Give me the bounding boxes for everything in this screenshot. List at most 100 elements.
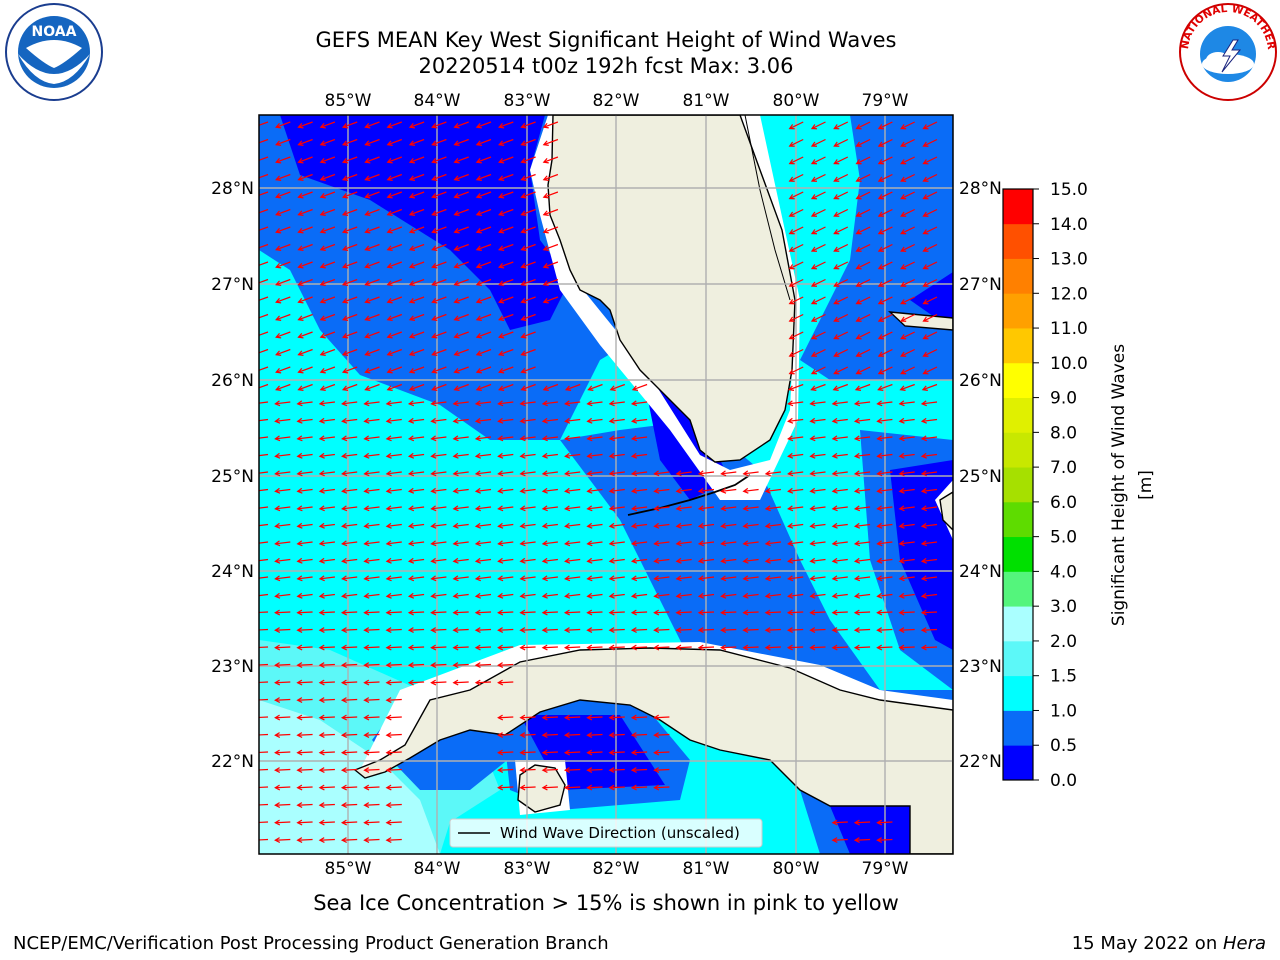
wind-wave-arrow	[587, 471, 603, 475]
wind-wave-arrow	[832, 488, 848, 492]
wind-wave-arrow-head	[920, 627, 927, 633]
wind-wave-arrow	[789, 173, 804, 182]
wind-wave-arrow-head	[341, 262, 349, 269]
wind-wave-arrow	[521, 331, 536, 338]
wind-wave-arrow-head	[386, 262, 393, 269]
wind-wave-arrow-head	[363, 662, 370, 668]
wind-wave-arrow	[856, 261, 871, 270]
wind-wave-arrow-head	[275, 350, 282, 356]
wind-wave-arrow-head	[385, 732, 392, 738]
wind-wave-arrow	[409, 471, 425, 475]
wind-wave-arrow	[878, 366, 893, 375]
wind-wave-arrow	[565, 488, 581, 492]
wind-wave-arrow-head	[453, 157, 460, 164]
colorbar-swatch	[1003, 189, 1033, 225]
wind-wave-arrow-head	[452, 575, 459, 582]
wind-wave-arrow-head	[254, 228, 259, 233]
wind-wave-arrow-head	[296, 417, 303, 424]
wind-wave-arrow-head	[453, 280, 460, 286]
wind-wave-arrow	[297, 681, 313, 684]
wind-wave-arrow-head	[274, 470, 281, 477]
wind-wave-arrow-head	[697, 487, 704, 494]
wind-wave-arrow	[319, 593, 335, 597]
wind-wave-arrow	[721, 593, 737, 597]
wind-wave-arrow	[609, 523, 625, 527]
wind-wave-arrow	[453, 541, 469, 545]
wind-wave-arrow-head	[853, 400, 861, 407]
wind-wave-arrow	[320, 261, 336, 268]
wind-wave-arrow-head	[453, 140, 460, 146]
wind-wave-arrow-head	[474, 540, 481, 547]
wind-wave-arrow-head	[899, 385, 906, 391]
wind-wave-arrow-head	[833, 316, 840, 322]
wind-wave-arrow-head	[407, 452, 415, 459]
wind-wave-arrow	[542, 611, 558, 614]
wind-wave-arrow	[387, 313, 403, 321]
wind-wave-arrow-head	[720, 609, 727, 616]
wind-wave-arrow	[342, 383, 358, 391]
wind-wave-arrow	[922, 383, 938, 391]
wind-wave-arrow	[431, 628, 447, 631]
wind-wave-arrow	[498, 558, 514, 562]
wind-wave-arrow-head	[254, 176, 259, 181]
wind-wave-arrow	[565, 733, 581, 736]
wind-wave-arrow	[676, 506, 692, 510]
wind-wave-arrow-head	[788, 369, 795, 375]
wind-wave-arrow-head	[833, 159, 840, 165]
wind-wave-arrow-head	[541, 505, 548, 512]
wind-wave-arrow	[832, 523, 848, 527]
wind-wave-arrow-head	[474, 575, 481, 582]
wind-wave-arrow-head	[297, 315, 304, 321]
wind-wave-arrow	[632, 383, 648, 391]
wind-wave-arrow-head	[653, 627, 660, 633]
wind-wave-arrow-head	[855, 334, 862, 340]
wind-wave-arrow	[298, 121, 313, 128]
wind-wave-arrow-head	[853, 505, 861, 512]
wind-wave-arrow-head	[542, 385, 549, 391]
wind-wave-arrow-head	[608, 644, 615, 651]
wind-wave-arrow-head	[586, 417, 593, 424]
wind-wave-arrow	[476, 261, 492, 268]
wind-wave-arrow-head	[630, 487, 638, 494]
wind-wave-arrow	[499, 243, 514, 251]
wind-wave-arrow	[788, 401, 804, 405]
wind-wave-arrow-head	[319, 192, 326, 199]
wind-wave-arrow-head	[274, 505, 281, 512]
wind-wave-arrow-head	[519, 644, 526, 651]
wind-wave-arrow-head	[833, 141, 840, 147]
wind-wave-arrow	[276, 261, 291, 268]
wind-wave-arrow-head	[541, 592, 548, 599]
wind-wave-arrow	[899, 593, 915, 597]
wind-wave-arrow-head	[764, 592, 771, 599]
wind-wave-arrow	[319, 576, 335, 580]
wind-wave-arrow	[320, 348, 336, 356]
wind-wave-arrow-head	[453, 227, 460, 234]
wind-wave-arrow	[765, 471, 781, 475]
map-legend: Wind Wave Direction (unscaled)	[449, 818, 763, 848]
wind-wave-arrow-head	[675, 609, 682, 616]
wind-wave-arrow-head	[497, 732, 504, 738]
wind-wave-arrow-head	[407, 487, 415, 494]
wind-wave-arrow	[789, 366, 804, 375]
wind-wave-arrow	[834, 191, 849, 200]
wind-wave-arrow-head	[920, 540, 927, 547]
wind-wave-arrow-head	[497, 749, 504, 756]
wind-wave-arrow	[297, 436, 313, 440]
wind-wave-arrow-head	[274, 714, 281, 721]
wind-wave-arrow-head	[855, 211, 862, 217]
wind-wave-arrow	[632, 506, 648, 510]
lat-tick-left: 22°N	[211, 752, 254, 772]
wind-wave-arrow	[259, 488, 269, 492]
wind-wave-arrow-head	[809, 540, 816, 547]
wind-wave-arrow-head	[786, 627, 793, 633]
wind-wave-arrow	[632, 593, 648, 597]
wind-wave-arrow-head	[787, 505, 794, 512]
wind-wave-arrow	[386, 453, 402, 457]
wind-wave-arrow	[259, 628, 269, 631]
wind-wave-arrow-head	[253, 733, 258, 738]
wind-wave-arrow	[520, 401, 536, 405]
wind-wave-arrow	[364, 716, 380, 719]
wind-wave-arrow	[409, 296, 425, 303]
wind-wave-arrow-head	[787, 385, 795, 391]
wind-wave-arrow	[810, 646, 826, 649]
